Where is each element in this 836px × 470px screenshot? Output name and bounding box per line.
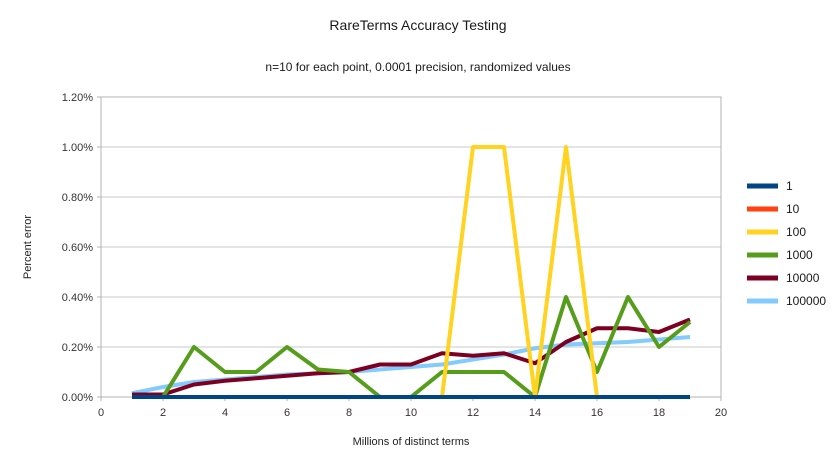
x-tick-label: 10 bbox=[405, 407, 417, 419]
chart-subtitle: n=10 for each point, 0.0001 precision, r… bbox=[265, 60, 571, 74]
x-tick-label: 18 bbox=[653, 407, 665, 419]
chart-title: RareTerms Accuracy Testing bbox=[329, 17, 507, 33]
x-tick-label: 6 bbox=[284, 407, 290, 419]
y-tick-label: 0.80% bbox=[62, 192, 93, 204]
y-tick-label: 0.20% bbox=[62, 342, 93, 354]
y-tick-label: 0.00% bbox=[62, 392, 93, 404]
x-tick-label: 2 bbox=[160, 407, 166, 419]
y-tick-label: 1.00% bbox=[62, 142, 93, 154]
series-line-10000 bbox=[132, 317, 691, 397]
legend-label-1000: 1000 bbox=[786, 248, 813, 262]
legend-label-10: 10 bbox=[786, 202, 800, 216]
x-axis-title: Millions of distinct terms bbox=[352, 436, 470, 448]
x-tick-label: 8 bbox=[346, 407, 352, 419]
x-tick-label: 0 bbox=[98, 407, 104, 419]
x-tick-label: 12 bbox=[467, 407, 479, 419]
legend-label-1: 1 bbox=[786, 179, 793, 193]
y-tick-label: 0.60% bbox=[62, 242, 93, 254]
legend-label-100: 100 bbox=[786, 225, 806, 239]
series-line-100 bbox=[132, 145, 690, 399]
legend-label-100000: 100000 bbox=[786, 294, 826, 308]
x-tick-label: 14 bbox=[529, 407, 541, 419]
x-tick-label: 4 bbox=[222, 407, 228, 419]
legend-label-10000: 10000 bbox=[786, 271, 820, 285]
y-tick-label: 1.20% bbox=[62, 92, 93, 104]
x-tick-label: 16 bbox=[591, 407, 603, 419]
y-tick-label: 0.40% bbox=[62, 292, 93, 304]
x-tick-label: 20 bbox=[715, 407, 727, 419]
